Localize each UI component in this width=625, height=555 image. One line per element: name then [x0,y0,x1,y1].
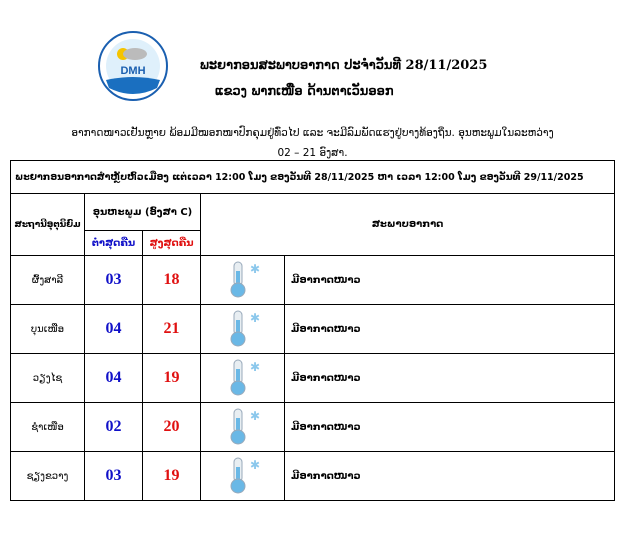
weather-description: ມີອາກາດໜາວ [284,353,615,403]
page-subtitle: ແຂວງ ພາກເໜືອ ດ້ານຕາເວັນອອກ [215,84,394,99]
page-title: ພະຍາກອນສະພາບອາກາດ ປະຈຳວັນທີ 28/11/2025 [200,58,488,73]
svg-text:✱: ✱ [250,458,260,472]
cold-thermometer-icon: ✱ [230,408,260,444]
table-row: ຊຳເໜືອ 02 20 ✱ ມີອາກາດໜາວ [10,402,615,452]
weather-icon-cell: ✱ [200,255,285,305]
max-temp: 19 [142,353,201,403]
summary-range: 02 – 21 ອົງສາ. [277,147,348,159]
weather-description: ມີອາກາດໜາວ [284,255,615,305]
min-temp: 04 [84,353,143,403]
forecast-period: ພະຍາກອນອາກາດສຳຫຼັບຫົວເມືອງ ແຕ່ເວລາ 12:00… [10,160,615,194]
station-name: ບຸນເໜືອ [10,304,85,354]
cold-thermometer-icon: ✱ [230,261,260,297]
station-name: ວຽງໄຊ [10,353,85,403]
col-min: ຕ່ຳສຸດຄືນ [84,230,143,256]
station-name: ຊຽງຂວາງ [10,451,85,501]
col-station: ສະຖານີອຸຕຸນິຍົມ [10,193,85,256]
col-temperature: ອຸນຫະພູມ (ອົງສາ C) [84,193,201,231]
svg-text:✱: ✱ [250,311,260,325]
weather-icon-cell: ✱ [200,304,285,354]
min-temp: 04 [84,304,143,354]
forecast-table: ພະຍາກອນອາກາດສຳຫຼັບຫົວເມືອງ ແຕ່ເວລາ 12:00… [10,160,615,501]
max-temp: 19 [142,451,201,501]
summary-line: ອາກາດໜາວເຢັນຫຼາຍ ພ້ອມມີໝອກໜາປົກຄຸມຢູ່ທົ່… [71,127,554,139]
dmh-logo: DMH [98,31,168,101]
table-row: ວຽງໄຊ 04 19 ✱ ມີອາກາດໜາວ [10,353,615,403]
table-row: ຜົ້ງສາລີ 03 18 ✱ ມີອາກາດໜາວ [10,255,615,305]
table-row: ຊຽງຂວາງ 03 19 ✱ ມີອາກາດໜາວ [10,451,615,501]
summary: ອາກາດໜາວເຢັນຫຼາຍ ພ້ອມມີໝອກໜາປົກຄຸມຢູ່ທົ່… [0,123,625,163]
svg-text:DMH: DMH [120,65,145,77]
min-temp: 03 [84,255,143,305]
weather-description: ມີອາກາດໜາວ [284,304,615,354]
max-temp: 18 [142,255,201,305]
max-temp: 21 [142,304,201,354]
station-name: ຜົ້ງສາລີ [10,255,85,305]
weather-icon-cell: ✱ [200,402,285,452]
table-row: ບຸນເໜືອ 04 21 ✱ ມີອາກາດໜາວ [10,304,615,354]
cold-thermometer-icon: ✱ [230,359,260,395]
col-weather: ສະພາບອາກາດ [200,193,615,256]
svg-text:✱: ✱ [250,409,260,423]
col-max: ສູງສຸດຄືນ [142,230,201,256]
weather-icon-cell: ✱ [200,451,285,501]
weather-description: ມີອາກາດໜາວ [284,451,615,501]
svg-text:✱: ✱ [250,262,260,276]
min-temp: 02 [84,402,143,452]
max-temp: 20 [142,402,201,452]
svg-text:✱: ✱ [250,360,260,374]
station-name: ຊຳເໜືອ [10,402,85,452]
cold-thermometer-icon: ✱ [230,457,260,493]
min-temp: 03 [84,451,143,501]
weather-description: ມີອາກາດໜາວ [284,402,615,452]
weather-icon-cell: ✱ [200,353,285,403]
cold-thermometer-icon: ✱ [230,310,260,346]
